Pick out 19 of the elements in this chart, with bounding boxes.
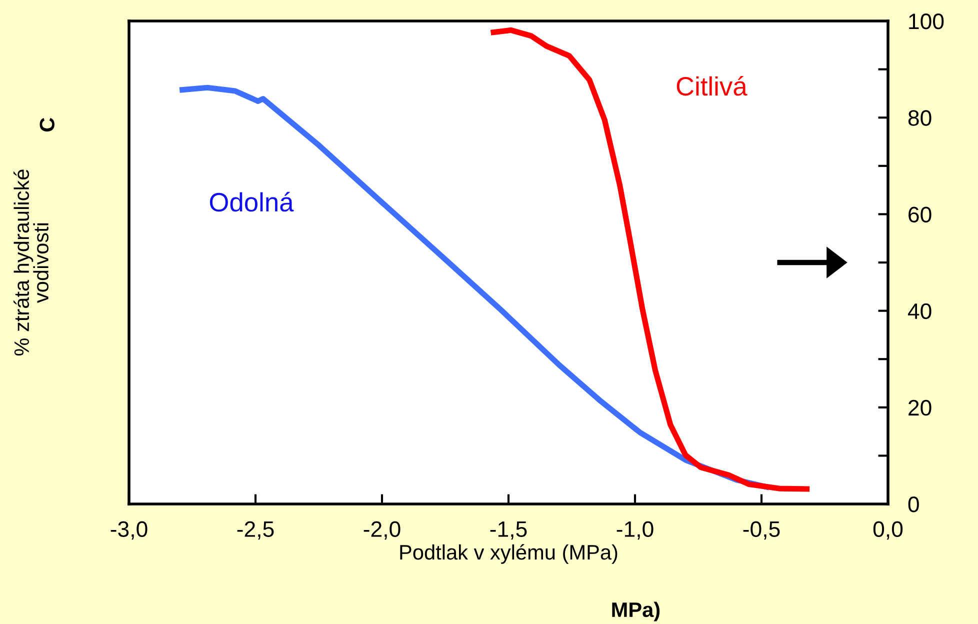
text: MPa) <box>612 602 660 622</box>
x-tick-label: -2,0 <box>364 521 400 540</box>
x-tick-label: -3,0 <box>110 521 148 540</box>
x-tick-label: -1,0 <box>616 521 654 540</box>
x-axis-title: Podtlak v xylému (MPa) <box>400 544 618 564</box>
y-tick-label: 80 <box>908 110 932 126</box>
text: Citlivá <box>676 76 748 96</box>
y-tick-label: 0 <box>908 496 919 512</box>
y-tick-label: 100 <box>909 14 944 30</box>
text: C <box>40 118 54 132</box>
x-tick-label: -0,5 <box>743 521 780 540</box>
y-tick-label: 20 <box>908 400 932 416</box>
y-tick-label: 60 <box>908 206 932 222</box>
y-axis-title: % ztráta hydraulické vodivosti <box>14 170 48 356</box>
y-tick-label: 40 <box>908 303 932 320</box>
x-tick-label: 0,0 <box>873 521 903 540</box>
x-tick-label: -2,5 <box>237 521 274 540</box>
series-label: Odolná <box>210 192 294 212</box>
x-tick-label: -1,5 <box>490 521 527 540</box>
